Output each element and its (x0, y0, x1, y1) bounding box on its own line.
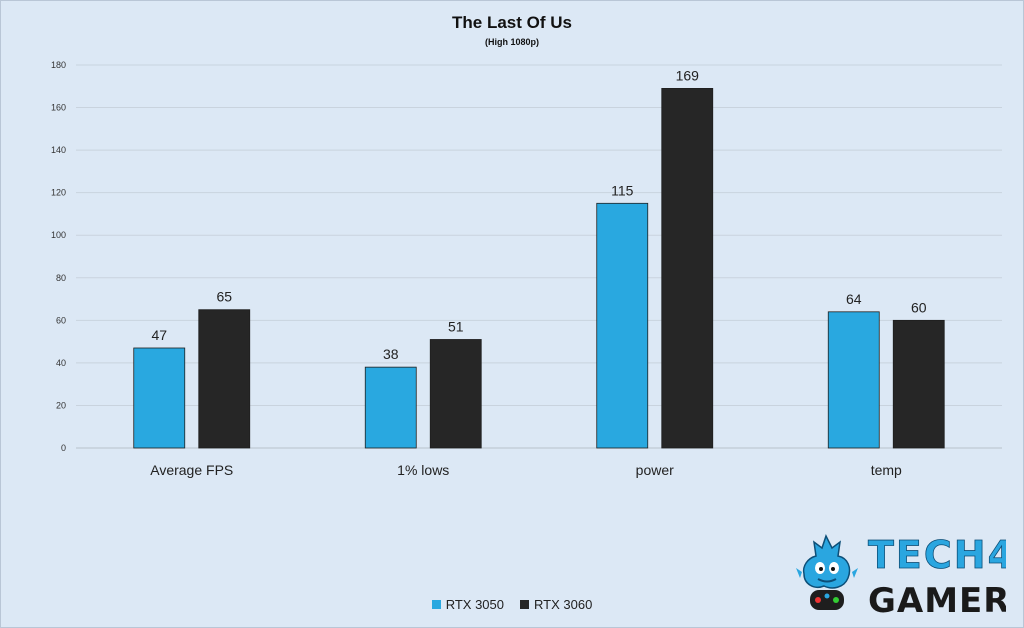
y-tick-label: 40 (56, 358, 66, 368)
bar (364, 366, 417, 449)
data-label: 51 (448, 318, 464, 334)
y-tick-label: 60 (56, 315, 66, 325)
logo-text-bottom: GAMERS (868, 581, 1006, 618)
chart-subtitle: (High 1080p) (484, 37, 539, 47)
legend-item-rtx-3060: RTX 3060 (520, 597, 592, 612)
logo-text-top: TECH4 (868, 533, 1006, 577)
y-tick-label: 120 (51, 188, 66, 198)
data-label: 47 (151, 327, 167, 343)
data-label: 169 (676, 67, 700, 83)
chart-legend: RTX 3050 RTX 3060 (0, 597, 1024, 612)
data-label: 115 (611, 182, 634, 198)
bar (596, 202, 649, 449)
legend-label-rtx-3060: RTX 3060 (534, 597, 593, 612)
y-tick-label: 100 (51, 230, 66, 240)
bar (198, 309, 251, 449)
data-label: 65 (216, 289, 232, 305)
data-label: 60 (911, 299, 927, 315)
x-category-label: Average FPS (150, 462, 233, 478)
tech4gamers-logo: TECH4 GAMERS (796, 533, 1006, 618)
chart-title: The Last Of Us (452, 13, 572, 32)
y-tick-label: 0 (61, 443, 66, 453)
legend-swatch-rtx-3050 (431, 600, 441, 609)
legend-swatch-rtx-3060 (520, 600, 529, 609)
bar (133, 347, 186, 449)
mascot-icon (796, 534, 858, 610)
legend-label-rtx-3050: RTX 3050 (445, 597, 504, 612)
y-tick-label: 180 (51, 60, 66, 70)
y-tick-label: 160 (51, 103, 66, 113)
y-tick-label: 140 (51, 145, 66, 155)
x-category-label: power (636, 462, 674, 478)
y-tick-label: 20 (56, 400, 66, 410)
data-label: 64 (846, 291, 862, 307)
data-label: 38 (383, 346, 399, 362)
y-tick-label: 80 (56, 273, 66, 283)
x-category-label: temp (871, 462, 902, 478)
bar (429, 339, 482, 449)
bar (661, 88, 714, 449)
x-category-label: 1% lows (397, 462, 449, 478)
bar (827, 311, 880, 449)
bar (892, 319, 945, 449)
legend-item-rtx-3050: RTX 3050 (431, 597, 504, 612)
